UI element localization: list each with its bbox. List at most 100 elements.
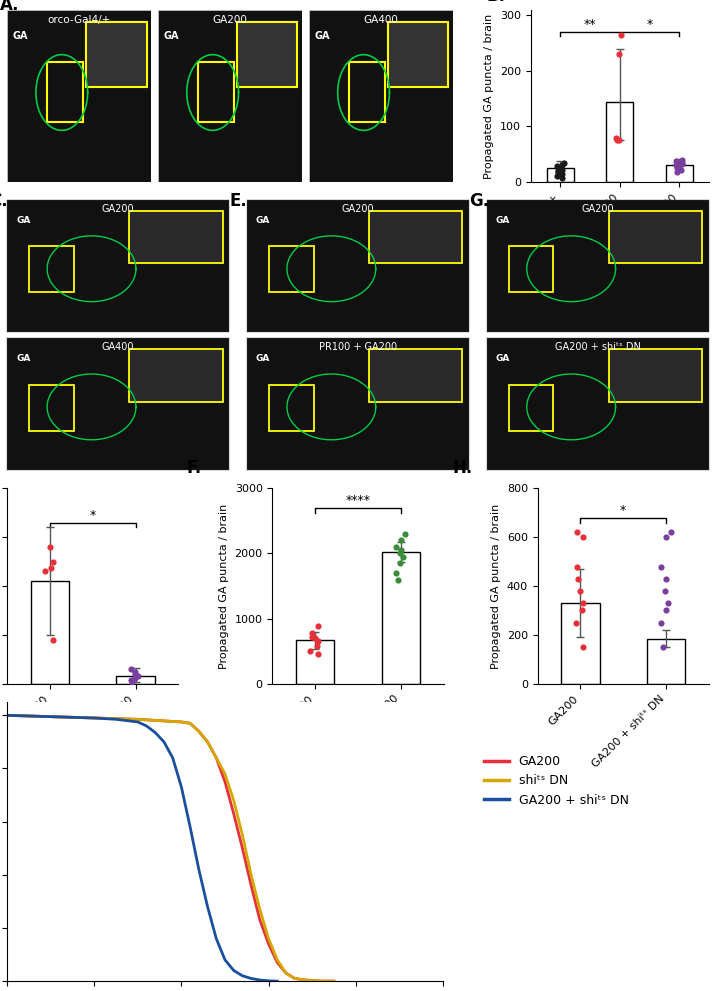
Text: *: * bbox=[647, 18, 652, 32]
Point bbox=[395, 532, 407, 548]
Point bbox=[655, 614, 667, 630]
Legend: GA200, shiᵗˢ DN, GA200 + shiᵗˢ DN: GA200, shiᵗˢ DN, GA200 + shiᵗˢ DN bbox=[478, 750, 634, 812]
Point bbox=[47, 632, 59, 648]
Point bbox=[397, 549, 409, 565]
Text: GA200: GA200 bbox=[342, 204, 374, 214]
Point bbox=[39, 564, 51, 580]
Bar bbox=[198, 61, 234, 122]
Point bbox=[556, 167, 567, 183]
Text: C.: C. bbox=[0, 192, 8, 210]
Point bbox=[47, 554, 58, 570]
Point bbox=[670, 158, 682, 173]
Y-axis label: Propagated GA puncta / brain: Propagated GA puncta / brain bbox=[484, 13, 494, 178]
Point bbox=[571, 559, 583, 575]
Point bbox=[677, 155, 688, 170]
Text: GA: GA bbox=[164, 31, 179, 41]
Point bbox=[312, 646, 324, 662]
Text: A.: A. bbox=[0, 0, 19, 14]
Text: *: * bbox=[620, 503, 626, 516]
Bar bbox=[29, 247, 74, 292]
Point bbox=[611, 130, 622, 146]
Text: G.: G. bbox=[469, 192, 489, 210]
Bar bbox=[561, 604, 600, 684]
Point bbox=[304, 643, 316, 659]
Text: **: ** bbox=[584, 18, 596, 32]
Bar bbox=[116, 676, 155, 684]
Text: GA200: GA200 bbox=[102, 204, 135, 214]
Point bbox=[395, 555, 406, 571]
Point bbox=[553, 163, 564, 178]
Bar bbox=[369, 349, 463, 401]
Text: *: * bbox=[90, 508, 96, 521]
Text: orco-Gal4/+: orco-Gal4/+ bbox=[47, 15, 111, 25]
Text: GA: GA bbox=[13, 31, 29, 41]
Point bbox=[551, 159, 563, 174]
Point bbox=[127, 674, 138, 690]
Point bbox=[665, 524, 677, 540]
Point bbox=[306, 625, 318, 641]
Text: GA400: GA400 bbox=[102, 343, 135, 353]
Point bbox=[556, 166, 568, 182]
Point bbox=[46, 561, 57, 577]
Bar bbox=[237, 22, 297, 87]
Point bbox=[660, 529, 672, 545]
Bar bbox=[666, 165, 692, 182]
Point bbox=[129, 666, 140, 682]
Point bbox=[674, 159, 685, 174]
Bar bbox=[609, 349, 702, 401]
Bar bbox=[47, 61, 83, 122]
Point bbox=[614, 133, 625, 149]
Point bbox=[576, 603, 588, 618]
Point bbox=[657, 639, 669, 655]
Bar bbox=[388, 22, 448, 87]
Point bbox=[556, 158, 567, 173]
Text: GA: GA bbox=[495, 354, 510, 364]
Y-axis label: Propagated GA puncta / brain: Propagated GA puncta / brain bbox=[219, 503, 229, 669]
Point bbox=[311, 638, 322, 654]
Bar bbox=[509, 385, 553, 430]
Text: GA: GA bbox=[495, 216, 510, 225]
Point bbox=[675, 162, 687, 177]
Point bbox=[312, 618, 324, 634]
Point bbox=[577, 529, 589, 545]
Bar bbox=[369, 211, 463, 264]
Point bbox=[677, 152, 688, 167]
Point bbox=[551, 168, 563, 184]
Text: PR100 + GA200: PR100 + GA200 bbox=[319, 343, 397, 353]
Point bbox=[132, 668, 143, 684]
Point bbox=[556, 162, 568, 177]
Point bbox=[571, 524, 583, 540]
Point bbox=[125, 672, 136, 688]
Bar bbox=[647, 638, 685, 684]
Point bbox=[572, 571, 584, 587]
Point bbox=[309, 630, 321, 646]
Point bbox=[575, 583, 586, 599]
Point bbox=[556, 169, 568, 185]
Point bbox=[671, 165, 682, 180]
Point bbox=[662, 596, 674, 611]
Bar bbox=[609, 211, 702, 264]
Bar bbox=[606, 101, 633, 182]
Text: GA: GA bbox=[256, 354, 270, 364]
Point bbox=[552, 161, 563, 176]
Point bbox=[660, 603, 672, 618]
Point bbox=[395, 546, 406, 562]
Text: GA200 + shiᵗˢ DN: GA200 + shiᵗˢ DN bbox=[555, 343, 641, 353]
Text: E.: E. bbox=[229, 192, 247, 210]
Point bbox=[392, 572, 403, 588]
Text: GA: GA bbox=[16, 216, 30, 225]
Point bbox=[125, 661, 136, 677]
Point bbox=[670, 153, 682, 168]
Point bbox=[614, 47, 625, 62]
Point bbox=[390, 565, 402, 581]
Point bbox=[578, 639, 589, 655]
Bar bbox=[31, 581, 69, 684]
Point bbox=[555, 165, 566, 181]
Bar bbox=[349, 61, 385, 122]
Y-axis label: Propagated GA puncta / brain: Propagated GA puncta / brain bbox=[491, 503, 501, 669]
Text: GA: GA bbox=[16, 354, 30, 364]
Point bbox=[400, 526, 411, 542]
Text: F.: F. bbox=[187, 459, 202, 477]
Point bbox=[44, 539, 56, 555]
Point bbox=[672, 161, 683, 176]
